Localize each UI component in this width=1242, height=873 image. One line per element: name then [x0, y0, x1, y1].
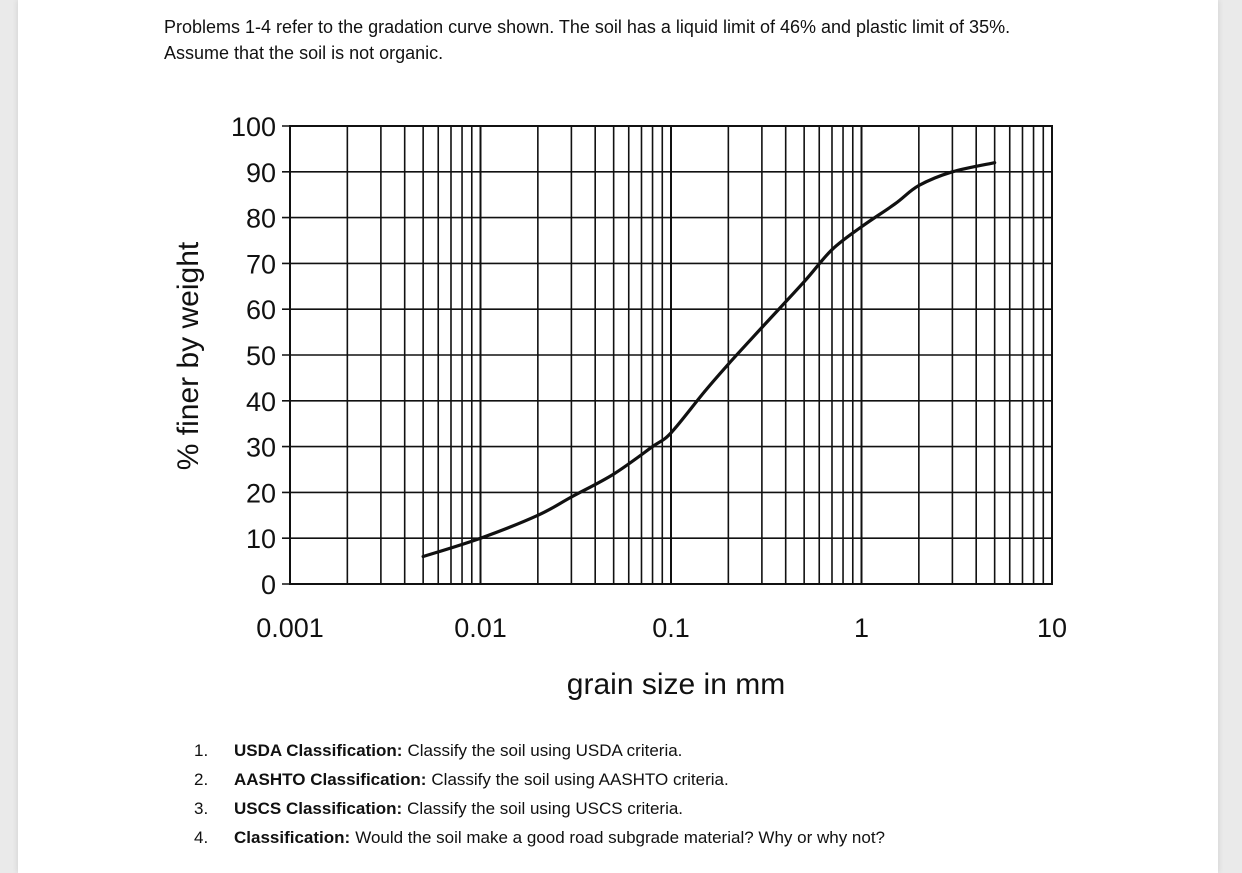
question-title: AASHTO Classification: — [234, 770, 427, 789]
x-tick-label: 10 — [1037, 613, 1067, 643]
question-number: 2. — [194, 770, 209, 789]
question-item: 3. USCS Classification: Classify the soi… — [194, 794, 1094, 823]
x-tick-labels: 0.001 0.01 0.1 1 10 — [256, 613, 1067, 643]
x-tick-label: 0.01 — [454, 613, 507, 643]
question-text: Classify the soil using USCS criteria. — [407, 799, 684, 818]
y-tick-label: 20 — [246, 478, 276, 508]
data-point — [993, 161, 997, 165]
document-page: Problems 1-4 refer to the gradation curv… — [18, 0, 1218, 873]
y-tick-label: 0 — [261, 570, 276, 600]
y-tick-label: 50 — [246, 341, 276, 371]
x-tick-label: 0.1 — [652, 613, 690, 643]
question-number: 1. — [194, 741, 209, 760]
x-axis-label: grain size in mm — [567, 668, 785, 701]
problem-intro-text: Problems 1-4 refer to the gradation curv… — [164, 17, 1011, 63]
question-title: USCS Classification: — [234, 799, 403, 818]
gradation-curve-line — [421, 161, 997, 559]
data-point — [479, 536, 482, 540]
y-tick-label: 10 — [246, 524, 276, 554]
data-point — [651, 445, 654, 448]
y-tick-label: 90 — [246, 158, 276, 188]
plot-frame — [289, 125, 1053, 585]
question-list: 1. USDA Classification: Classify the soi… — [194, 736, 1094, 852]
question-item: 4. Classification: Would the soil make a… — [194, 823, 1094, 852]
y-tick-label: 100 — [231, 112, 276, 142]
data-point — [421, 555, 425, 558]
data-point — [860, 225, 863, 229]
question-text: Classify the soil using AASHTO criteria. — [431, 770, 729, 789]
question-title: USDA Classification: — [234, 741, 403, 760]
question-item: 2. AASHTO Classification: Classify the s… — [194, 765, 1094, 794]
y-tick-label: 70 — [246, 249, 276, 279]
data-point — [703, 390, 706, 394]
data-point — [802, 280, 806, 284]
question-item: 1. USDA Classification: Classify the soi… — [194, 736, 1094, 765]
y-tick-label: 30 — [246, 433, 276, 463]
x-tick-label: 1 — [854, 613, 869, 643]
data-point — [612, 472, 616, 476]
data-point — [536, 513, 540, 517]
question-number: 4. — [194, 828, 209, 847]
question-number: 3. — [194, 799, 209, 818]
data-point — [830, 248, 834, 252]
data-point — [893, 202, 897, 206]
data-point — [760, 326, 764, 329]
x-tick-label: 0.001 — [256, 613, 324, 643]
question-text: Would the soil make a good road subgrade… — [355, 828, 886, 847]
data-point — [917, 184, 921, 187]
y-tick-label: 80 — [246, 204, 276, 234]
data-point — [569, 495, 573, 499]
chart-series — [421, 161, 997, 559]
data-point — [669, 431, 673, 435]
data-point — [726, 362, 730, 366]
question-title: Classification: — [234, 828, 351, 847]
y-tick-label: 60 — [246, 295, 276, 325]
y-tick-label: 40 — [246, 387, 276, 417]
y-axis-label: % finer by weight — [172, 241, 205, 470]
chart-grid — [282, 125, 1053, 585]
data-point — [950, 170, 954, 174]
question-text: Classify the soil using USDA criteria. — [407, 741, 683, 760]
